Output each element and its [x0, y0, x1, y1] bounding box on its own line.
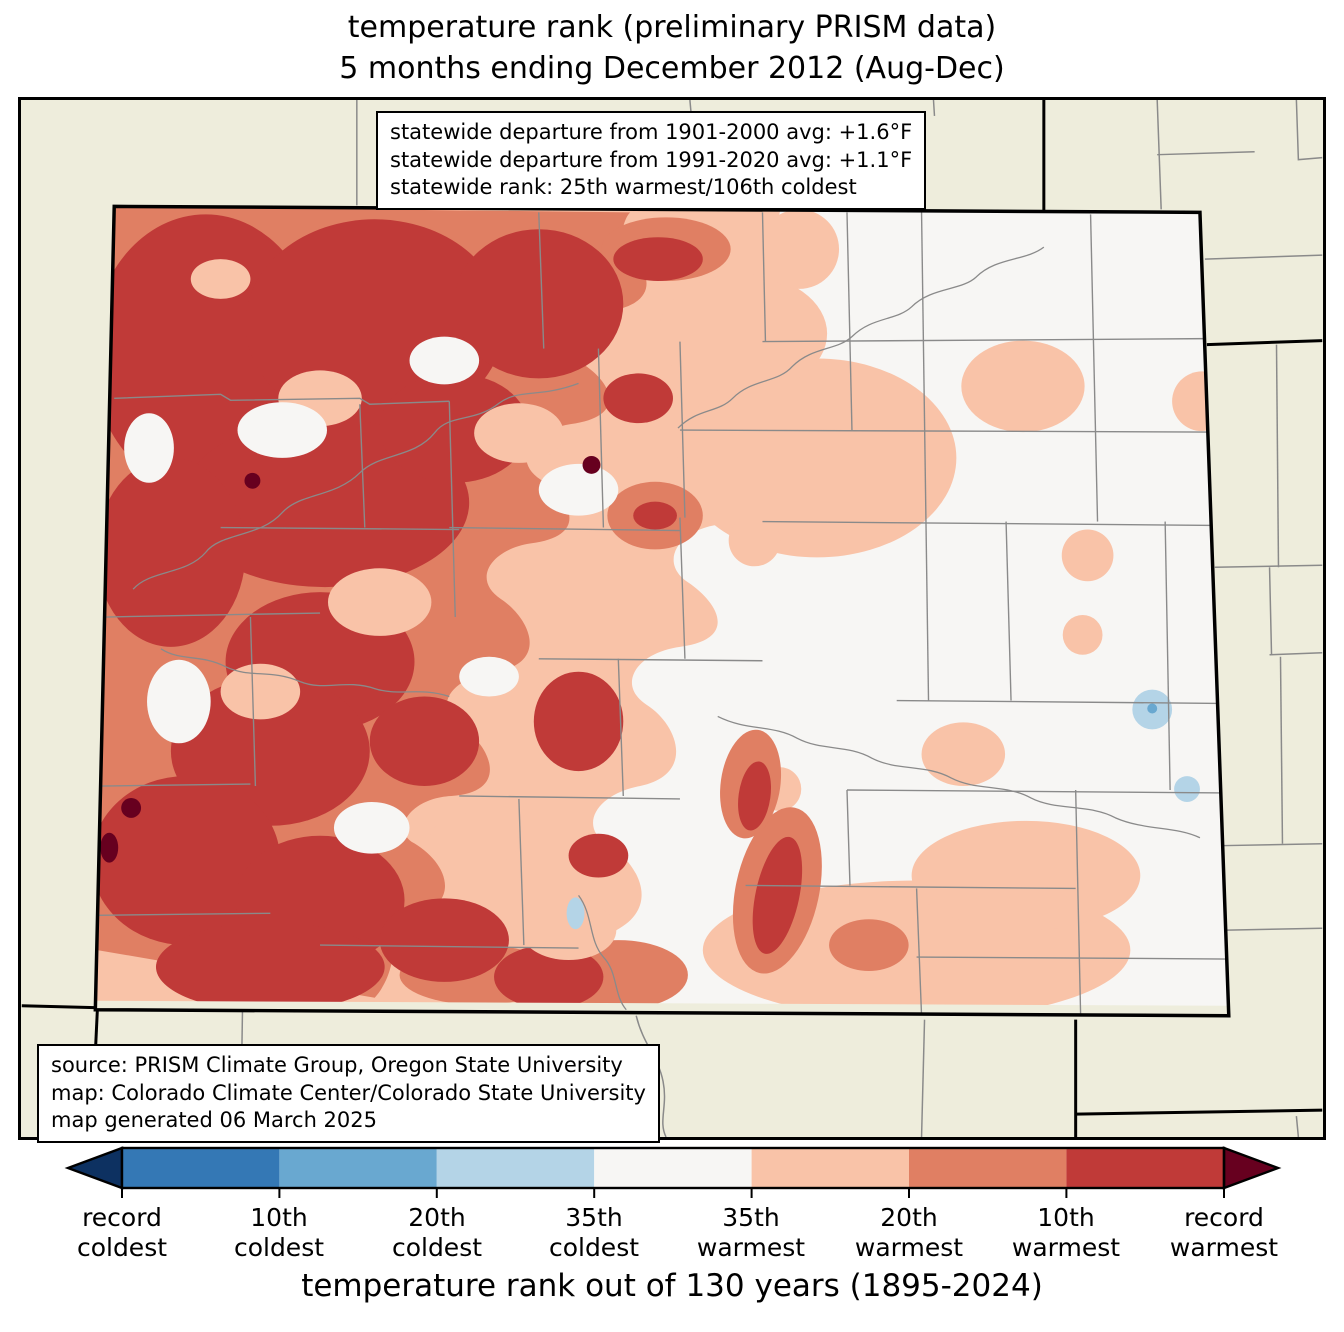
stats-line-2: statewide departure from 1991-2020 avg: …	[390, 147, 913, 172]
colorbar-ticks	[121, 1188, 1225, 1198]
map-frame: statewide departure from 1901-2000 avg: …	[18, 97, 1326, 1144]
river-lines	[132, 246, 1201, 1011]
colorbar-seg-coldest-10	[122, 1148, 280, 1188]
colorbar-label-10th-warmest: 10th warmest	[1011, 1203, 1121, 1262]
colorado-state-border	[93, 204, 1231, 1018]
colorbar-outline	[120, 1146, 1226, 1190]
colorbar	[64, 1146, 1282, 1198]
colorbar-seg-warmest-35	[751, 1148, 909, 1188]
colorbar-seg-warmest-20	[909, 1148, 1067, 1188]
colorbar-caption: temperature rank out of 130 years (1895-…	[301, 1268, 1043, 1304]
colorbar-arrow-record-coldest	[64, 1146, 124, 1190]
source-box: source: PRISM Climate Group, Oregon Stat…	[37, 1044, 660, 1144]
south-border-data-gap	[95, 1000, 1229, 1016]
colorbar-seg-warmest-10	[1066, 1148, 1224, 1188]
colorbar-arrow-record-warmest	[1222, 1146, 1282, 1190]
title-line-1: temperature rank (preliminary PRISM data…	[347, 10, 997, 45]
colorado-fill-layers	[95, 206, 1229, 1016]
stats-line-1: statewide departure from 1901-2000 avg: …	[390, 120, 913, 144]
colorado-temperature-rank-map	[21, 100, 1323, 1137]
colorado-county-lines	[97, 212, 1229, 1016]
title-line-2: 5 months ending December 2012 (Aug-Dec)	[339, 50, 1005, 86]
figure-title: temperature rank (preliminary PRISM data…	[0, 8, 1344, 89]
colorbar-seg-neutral	[594, 1148, 752, 1188]
source-line-3: map generated 06 March 2025	[51, 1108, 378, 1133]
colorbar-label-10th-coldest: 10th coldest	[233, 1203, 325, 1262]
colorbar-label-35th-warmest: 35th warmest	[696, 1203, 806, 1262]
colorbar-label-20th-warmest: 20th warmest	[854, 1203, 964, 1262]
source-line-1: source: PRISM Climate Group, Oregon Stat…	[51, 1053, 623, 1077]
rank-near-normal-patches	[124, 336, 619, 854]
record-warmest-spots	[100, 455, 601, 863]
cool-rank-spots	[566, 689, 1200, 930]
colorbar-seg-coldest-35	[436, 1148, 595, 1188]
colorbar-label-record-warmest: record warmest	[1169, 1203, 1279, 1262]
colorbar-label-35th-coldest: 35th coldest	[548, 1203, 640, 1262]
rank-10th-warmest-regions	[95, 214, 803, 1012]
colorbar-seg-coldest-20	[279, 1148, 437, 1188]
colorbar-label-record-coldest: record coldest	[76, 1203, 168, 1262]
source-line-2: map: Colorado Climate Center/Colorado St…	[51, 1080, 646, 1105]
statewide-stats-box: statewide departure from 1901-2000 avg: …	[376, 111, 927, 211]
colorbar-label-20th-coldest: 20th coldest	[391, 1203, 483, 1262]
stats-line-3: statewide rank: 25th warmest/106th colde…	[390, 175, 857, 200]
